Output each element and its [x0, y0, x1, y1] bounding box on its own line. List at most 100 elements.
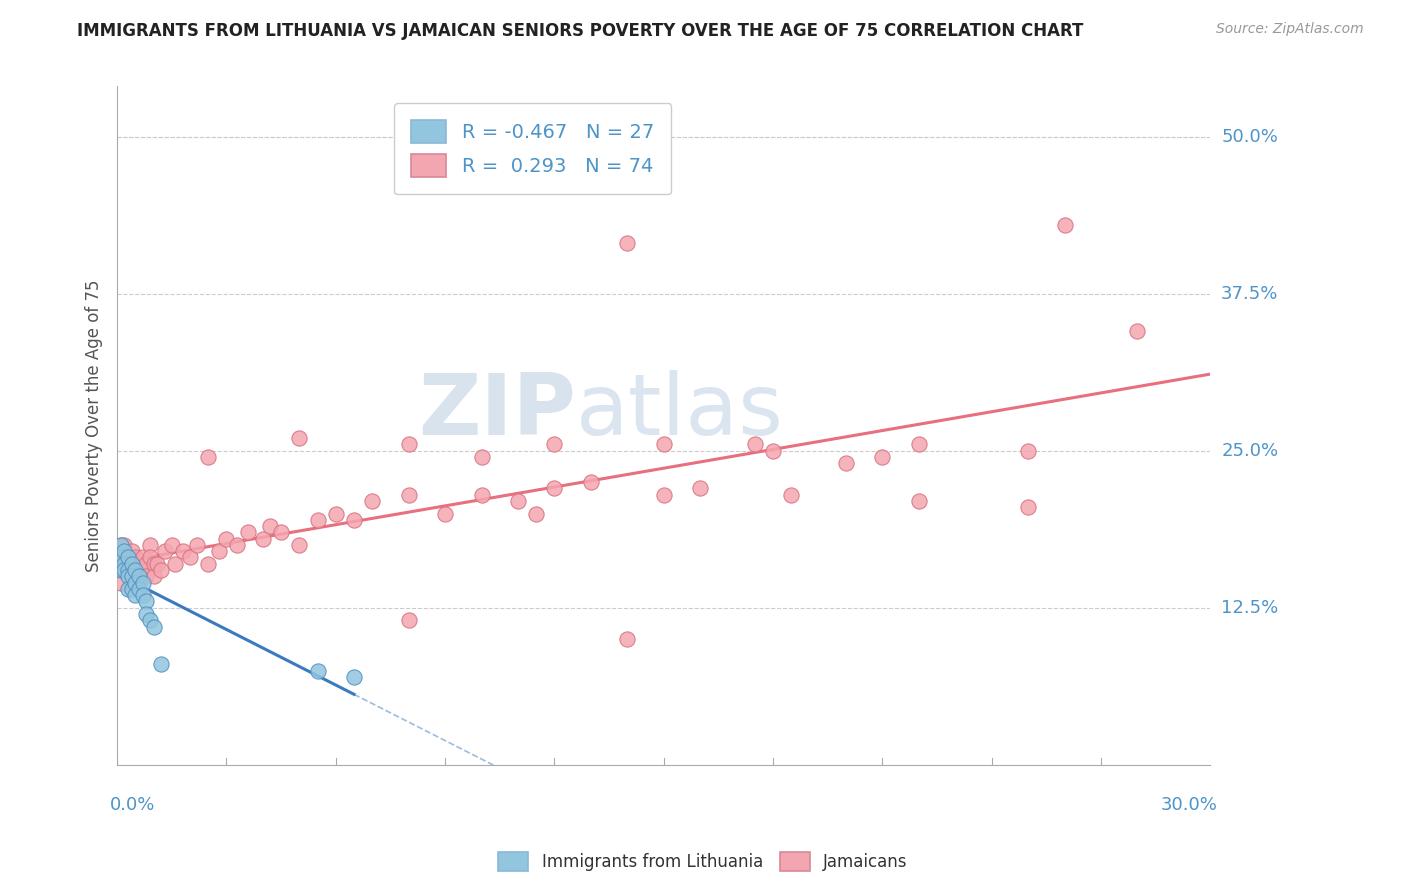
Point [142, 569, 165, 583]
Point [307, 664, 329, 678]
Point [506, 494, 529, 508]
Point [110, 557, 132, 571]
Point [135, 607, 157, 621]
Point [149, 563, 172, 577]
Point [288, 431, 311, 445]
Point [124, 575, 146, 590]
Point [117, 563, 139, 577]
Point [907, 494, 929, 508]
Point [689, 482, 711, 496]
Point [139, 538, 162, 552]
Point [128, 582, 150, 596]
Legend: R = -0.467   N = 27, R =  0.293   N = 74: R = -0.467 N = 27, R = 0.293 N = 74 [394, 103, 672, 194]
Point [1053, 218, 1076, 232]
Point [226, 538, 249, 552]
Point [121, 582, 143, 596]
Text: atlas: atlas [576, 370, 785, 453]
Point [238, 525, 260, 540]
Text: 37.5%: 37.5% [1222, 285, 1278, 302]
Point [124, 550, 146, 565]
Point [398, 613, 420, 627]
Point [172, 544, 194, 558]
Text: 12.5%: 12.5% [1222, 599, 1278, 616]
Point [780, 488, 803, 502]
Legend: Immigrants from Lithuania, Jamaicans: Immigrants from Lithuania, Jamaicans [491, 843, 915, 880]
Point [117, 569, 139, 583]
Text: 0.0%: 0.0% [110, 797, 155, 814]
Point [398, 488, 420, 502]
Point [288, 538, 311, 552]
Point [524, 507, 547, 521]
Point [114, 563, 136, 577]
Point [121, 569, 143, 583]
Point [131, 575, 153, 590]
Point [128, 569, 150, 583]
Point [142, 557, 165, 571]
Point [252, 532, 274, 546]
Point [117, 582, 139, 596]
Point [121, 544, 143, 558]
Point [135, 569, 157, 583]
Point [146, 557, 169, 571]
Point [398, 437, 420, 451]
Point [131, 588, 153, 602]
Point [114, 557, 136, 571]
Y-axis label: Seniors Poverty Over the Age of 75: Seniors Poverty Over the Age of 75 [86, 279, 103, 572]
Text: 50.0%: 50.0% [1222, 128, 1278, 145]
Point [744, 437, 766, 451]
Point [131, 550, 153, 565]
Point [652, 437, 675, 451]
Point [128, 557, 150, 571]
Point [114, 538, 136, 552]
Point [470, 450, 492, 464]
Point [124, 563, 146, 577]
Point [872, 450, 894, 464]
Point [114, 544, 136, 558]
Point [117, 563, 139, 577]
Point [208, 544, 231, 558]
Point [139, 550, 162, 565]
Point [325, 507, 347, 521]
Point [215, 532, 238, 546]
Point [110, 575, 132, 590]
Point [124, 588, 146, 602]
Point [142, 619, 165, 633]
Point [149, 657, 172, 672]
Point [121, 557, 143, 571]
Point [343, 513, 366, 527]
Point [197, 557, 219, 571]
Point [307, 513, 329, 527]
Point [259, 519, 281, 533]
Point [652, 488, 675, 502]
Point [1017, 500, 1039, 515]
Point [543, 482, 565, 496]
Point [343, 670, 366, 684]
Point [470, 488, 492, 502]
Point [131, 563, 153, 577]
Point [121, 557, 143, 571]
Point [270, 525, 292, 540]
Point [153, 544, 176, 558]
Point [117, 550, 139, 565]
Point [165, 557, 187, 571]
Point [361, 494, 384, 508]
Point [579, 475, 602, 489]
Point [762, 443, 785, 458]
Point [139, 613, 162, 627]
Point [1017, 443, 1039, 458]
Point [186, 538, 208, 552]
Point [124, 575, 146, 590]
Point [124, 563, 146, 577]
Point [110, 538, 132, 552]
Point [110, 563, 132, 577]
Point [117, 550, 139, 565]
Point [835, 456, 858, 470]
Point [616, 236, 638, 251]
Point [110, 550, 132, 565]
Text: Source: ZipAtlas.com: Source: ZipAtlas.com [1216, 22, 1364, 37]
Point [179, 550, 201, 565]
Text: IMMIGRANTS FROM LITHUANIA VS JAMAICAN SENIORS POVERTY OVER THE AGE OF 75 CORRELA: IMMIGRANTS FROM LITHUANIA VS JAMAICAN SE… [77, 22, 1084, 40]
Point [135, 594, 157, 608]
Point [907, 437, 929, 451]
Point [114, 550, 136, 565]
